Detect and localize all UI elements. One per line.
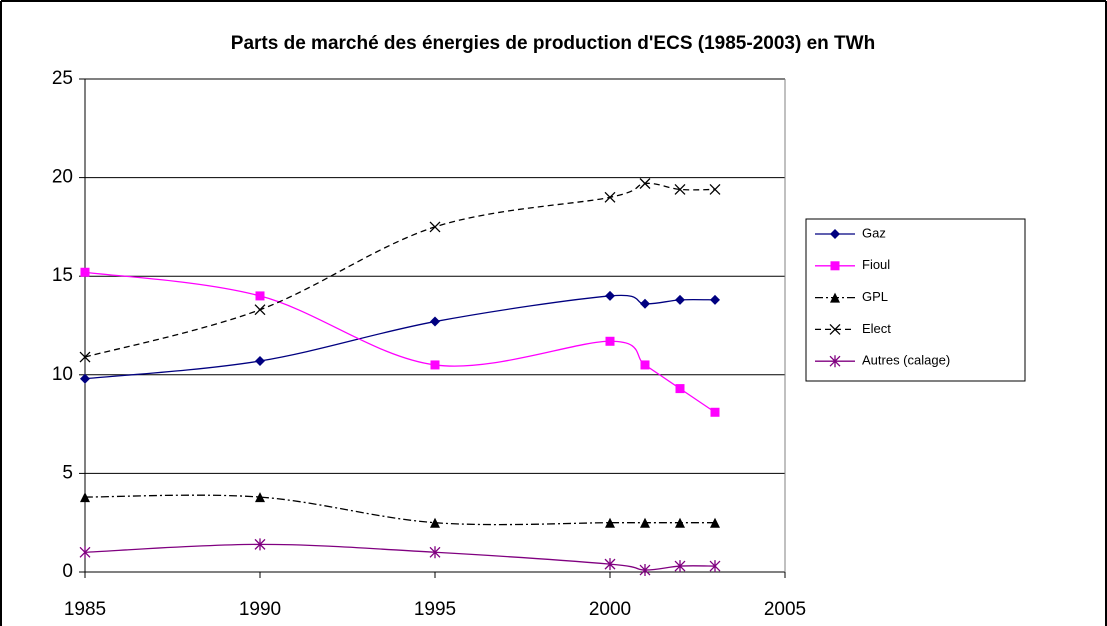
- series-line: [84, 543, 716, 571]
- x-tick-label: 2005: [764, 599, 806, 620]
- marker: [674, 560, 686, 573]
- x-tick-label: 2000: [589, 599, 631, 620]
- marker: [80, 492, 90, 503]
- marker: [639, 178, 651, 189]
- legend-marker: [829, 323, 841, 335]
- marker: [79, 546, 91, 559]
- marker: [605, 517, 615, 528]
- legend-label: Fioul: [862, 257, 890, 272]
- x-tick-label: 1995: [414, 599, 456, 620]
- marker: [604, 191, 616, 203]
- marker: [430, 517, 440, 528]
- legend-label: Gaz: [862, 225, 886, 240]
- legend-marker: [830, 261, 840, 271]
- marker: [604, 558, 616, 571]
- marker: [675, 384, 685, 394]
- marker: [710, 517, 720, 528]
- legend-label: Autres (calage): [862, 353, 950, 368]
- y-tick-label: 5: [62, 462, 73, 483]
- marker: [255, 492, 265, 503]
- marker: [640, 517, 650, 528]
- series-line: [84, 271, 716, 413]
- marker: [255, 291, 265, 301]
- marker: [710, 294, 720, 305]
- y-tick-label: 25: [52, 68, 73, 89]
- series-line: [84, 294, 716, 380]
- marker: [674, 183, 686, 195]
- marker: [640, 360, 650, 370]
- marker: [430, 316, 440, 327]
- y-tick-label: 15: [52, 265, 73, 286]
- marker: [675, 294, 685, 305]
- y-tick-label: 20: [52, 167, 73, 188]
- marker: [710, 407, 720, 417]
- chart-title: Parts de marché des énergies de producti…: [231, 33, 875, 54]
- marker: [709, 183, 721, 195]
- y-tick-label: 0: [62, 561, 73, 582]
- marker: [640, 298, 650, 309]
- legend-box: [805, 218, 1026, 382]
- marker: [430, 360, 440, 370]
- marker: [254, 538, 266, 551]
- legend-marker: [829, 355, 841, 368]
- legend-label: Elect: [862, 321, 891, 336]
- legend-marker: [830, 229, 840, 239]
- marker: [429, 221, 441, 233]
- marker: [80, 373, 90, 384]
- legend-label: GPL: [862, 289, 888, 304]
- legend-marker: [830, 292, 840, 303]
- series-line: [84, 182, 716, 358]
- marker: [605, 336, 615, 346]
- marker: [79, 351, 91, 363]
- marker: [675, 517, 685, 528]
- y-tick-label: 10: [52, 364, 73, 385]
- marker: [709, 560, 721, 573]
- marker: [605, 290, 615, 301]
- x-tick-label: 1985: [64, 599, 106, 620]
- marker: [429, 546, 441, 559]
- series-line: [84, 494, 715, 526]
- marker: [255, 355, 265, 366]
- marker: [254, 304, 266, 316]
- marker: [639, 564, 651, 577]
- x-tick-label: 1990: [239, 599, 281, 620]
- marker: [80, 267, 90, 277]
